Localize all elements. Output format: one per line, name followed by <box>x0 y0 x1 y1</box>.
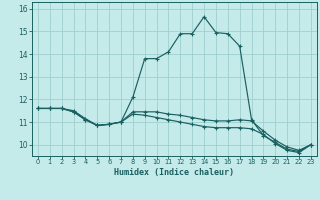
X-axis label: Humidex (Indice chaleur): Humidex (Indice chaleur) <box>115 168 234 177</box>
